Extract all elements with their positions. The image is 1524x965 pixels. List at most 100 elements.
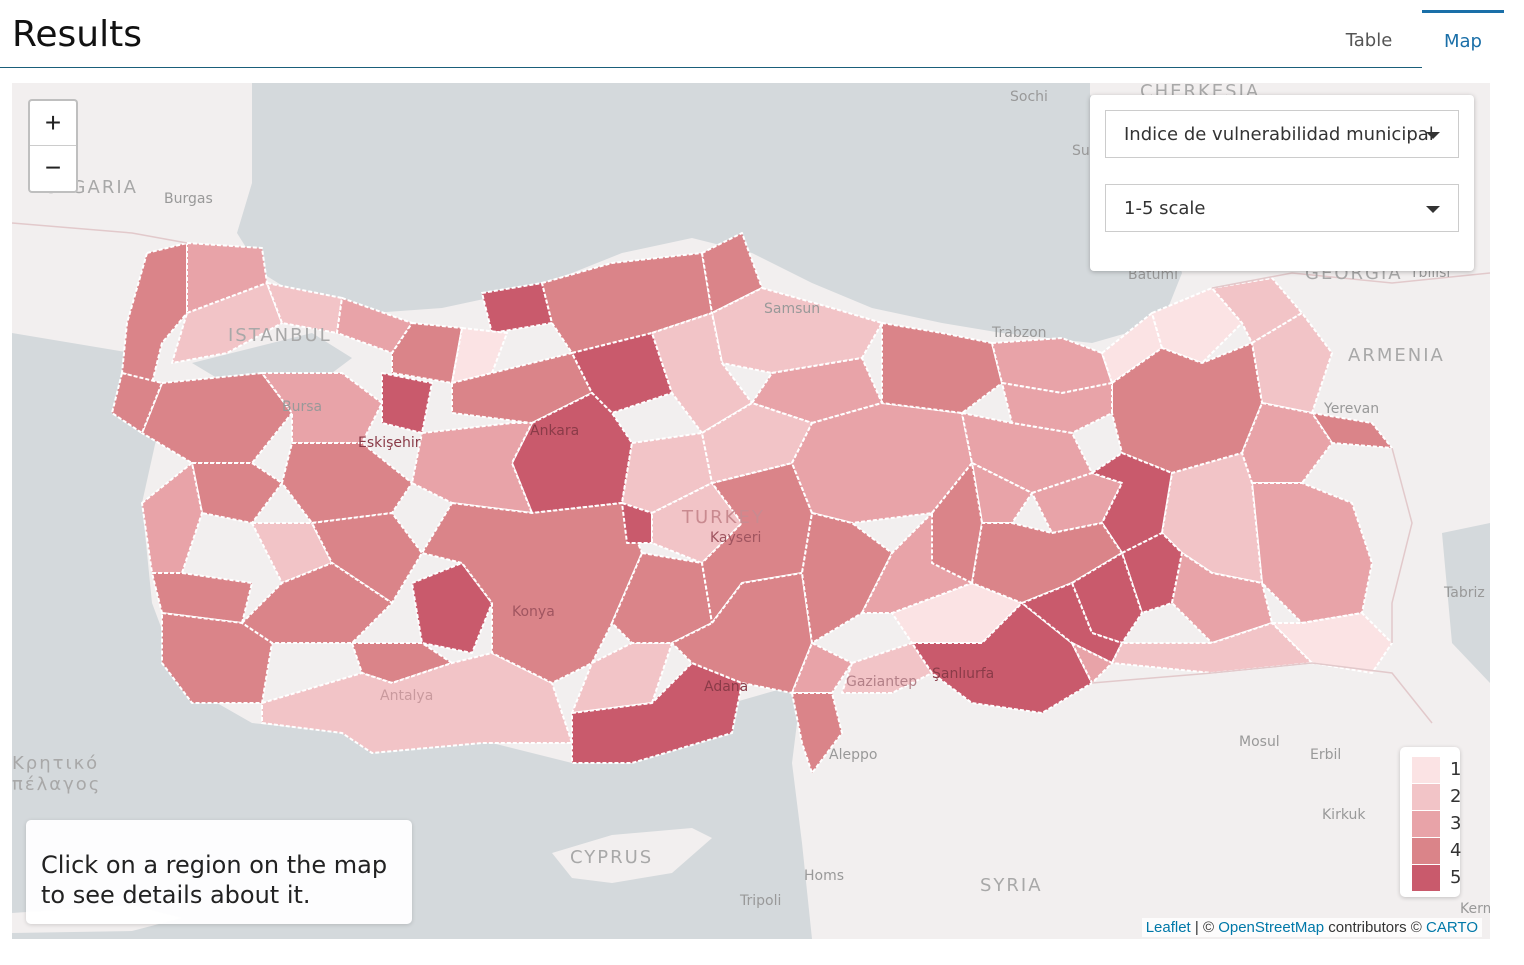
region-erzurum[interactable]: [1111, 342, 1263, 474]
region-kayseri[interactable]: [701, 462, 813, 624]
caret-down-icon: [1426, 132, 1440, 139]
tab-table[interactable]: Table: [1345, 30, 1393, 51]
place-label: Aleppo: [829, 747, 878, 763]
aegean-mediterranean-sea: [12, 333, 812, 939]
indicator-select[interactable]: Indice de vulnerabilidad municipal: [1105, 110, 1459, 158]
legend-swatch: [1412, 757, 1440, 783]
region-artvin[interactable]: [1151, 287, 1243, 364]
region-mersin[interactable]: [571, 662, 743, 764]
indicator-select-value: Indice de vulnerabilidad municipal: [1124, 124, 1434, 145]
region-yozgat[interactable]: [701, 402, 813, 484]
legend-swatch: [1412, 784, 1440, 810]
region-mus[interactable]: [1091, 452, 1173, 554]
region-info-text: Click on a region on the map to see deta…: [41, 851, 388, 909]
region-aksaray[interactable]: [621, 432, 713, 514]
place-label: Homs: [804, 868, 845, 884]
legend-item: 5: [1412, 865, 1461, 891]
place-label: Trabzon: [992, 325, 1047, 341]
place-label: Şanlıurfa: [932, 666, 995, 682]
choropleth-map[interactable]: Sochi CHERKESIA Sukhumi BULGARIA Burgas …: [12, 83, 1490, 939]
place-label: Tripoli: [740, 893, 782, 909]
region-konya[interactable]: [421, 502, 643, 684]
region-hatay[interactable]: [791, 692, 843, 774]
attribution-sep: | ©: [1190, 919, 1219, 936]
place-label: Burgas: [164, 191, 213, 207]
region-sivas[interactable]: [791, 402, 973, 524]
region-sakarya[interactable]: [391, 322, 463, 384]
border-bulgaria: [12, 222, 188, 244]
region-siirt-east[interactable]: [1071, 642, 1113, 684]
place-label: Samsun: [764, 301, 821, 317]
place-label: Κρητικό πέλαγος: [12, 753, 102, 795]
region-bilecik[interactable]: [381, 372, 433, 434]
zoom-control: + −: [28, 99, 78, 193]
region-bitlis[interactable]: [1161, 452, 1263, 584]
region-elazig[interactable]: [931, 462, 983, 584]
legend-label: 1: [1450, 759, 1462, 780]
region-afyon[interactable]: [311, 512, 423, 604]
region-van[interactable]: [1251, 482, 1373, 624]
map-canvas[interactable]: [12, 83, 1490, 939]
place-label: Ankara: [530, 423, 580, 439]
map-controls-panel: Indice de vulnerabilidad municipal 1-5 s…: [1090, 95, 1474, 271]
carto-link[interactable]: CARTO: [1426, 919, 1478, 936]
place-label: ARMENIA: [1348, 345, 1445, 366]
region-rize[interactable]: [1101, 312, 1163, 384]
map-legend: 1 2 3 4 5: [1400, 747, 1462, 897]
region-gaziantep[interactable]: [841, 642, 933, 694]
scale-select-value: 1-5 scale: [1124, 198, 1206, 219]
region-diyarbakir[interactable]: [971, 522, 1123, 604]
region-antalya[interactable]: [261, 652, 573, 754]
zoom-in-button[interactable]: +: [30, 101, 76, 146]
legend-item: 2: [1412, 784, 1461, 810]
place-label: ISTANBUL: [228, 325, 332, 346]
region-ordu-giresun[interactable]: [881, 322, 1003, 414]
results-header: Results Table Map: [0, 0, 1524, 68]
place-label: SYRIA: [980, 875, 1043, 896]
page-title: Results: [12, 14, 142, 55]
region-eskisehir[interactable]: [411, 422, 533, 514]
place-label: Sochi: [1010, 89, 1048, 105]
zoom-out-button[interactable]: −: [44, 152, 62, 183]
legend-label: 5: [1450, 867, 1462, 888]
region-izmir[interactable]: [141, 462, 203, 574]
region-isparta[interactable]: [411, 562, 493, 654]
legend-swatch: [1412, 838, 1440, 864]
region-cankiri[interactable]: [571, 332, 673, 414]
region-ardahan[interactable]: [1211, 277, 1303, 344]
region-sanliurfa[interactable]: [911, 602, 1093, 714]
tab-map[interactable]: Map: [1422, 10, 1504, 68]
region-kars[interactable]: [1251, 312, 1333, 414]
place-label: TURKEY: [682, 507, 765, 528]
place-label: Batumi: [1128, 267, 1179, 283]
region-balikesir[interactable]: [141, 372, 293, 464]
place-label: Eskişehir: [358, 435, 421, 451]
region-kutahya[interactable]: [281, 442, 413, 524]
region-kirklareli[interactable]: [186, 242, 268, 314]
legend-label: 3: [1450, 813, 1462, 834]
place-label: Kerm: [1460, 901, 1490, 917]
legend-swatch: [1412, 865, 1440, 891]
legend-label: 4: [1450, 840, 1462, 861]
region-karaman[interactable]: [571, 642, 673, 714]
region-edirne[interactable]: [121, 242, 188, 384]
caret-down-icon: [1426, 206, 1440, 213]
region-info-box: Click on a region on the map to see deta…: [26, 820, 412, 924]
place-label: Yerevan: [1324, 401, 1380, 417]
place-label: CYPRUS: [570, 847, 654, 868]
region-manisa[interactable]: [191, 462, 283, 524]
leaflet-link[interactable]: Leaflet: [1145, 919, 1191, 936]
place-label: Kirkuk: [1322, 807, 1366, 823]
legend-swatch: [1412, 811, 1440, 837]
region-burdur[interactable]: [351, 642, 453, 684]
legend-item: 1: [1412, 757, 1461, 783]
region-adiyaman[interactable]: [891, 582, 1023, 644]
border-iran: [1391, 447, 1413, 643]
legend-label: 2: [1450, 786, 1462, 807]
region-canakkale[interactable]: [111, 372, 163, 434]
scale-select[interactable]: 1-5 scale: [1105, 184, 1459, 232]
openstreetmap-link[interactable]: OpenStreetMap: [1218, 919, 1325, 936]
border-georgia: [1211, 272, 1490, 289]
place-label: Tabriz: [1444, 585, 1485, 601]
region-aydin[interactable]: [151, 572, 253, 624]
